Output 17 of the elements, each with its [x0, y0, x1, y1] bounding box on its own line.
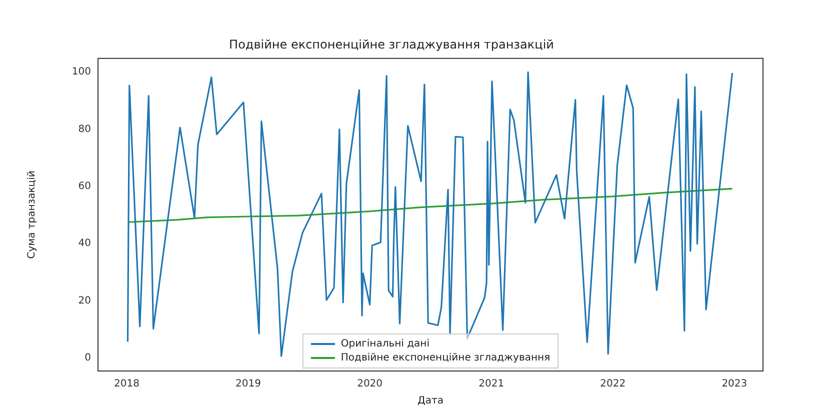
legend-label: Подвійне експоненційне згладжування [340, 352, 550, 364]
y-tick-label: 80 [78, 124, 91, 135]
x-tick-label: 2022 [600, 378, 626, 390]
y-tick-label: 100 [72, 66, 91, 78]
x-tick-label: 2018 [114, 378, 140, 390]
x-tick-label: 2019 [236, 378, 261, 390]
y-axis-title: Сума транзакцій [26, 170, 38, 259]
y-tick-label: 60 [78, 181, 91, 192]
y-tick-label: 0 [84, 352, 91, 364]
x-axis-title: Дата [418, 396, 444, 407]
y-tick-label: 20 [78, 295, 91, 306]
y-tick-label: 40 [78, 238, 91, 250]
legend-label: Оригінальні дані [340, 338, 430, 350]
x-tick-label: 2021 [478, 378, 504, 390]
chart-title: Подвійне експоненційне згладжування транзакцій [229, 37, 554, 52]
x-tick-label: 2020 [357, 378, 383, 390]
x-tick-label: 2023 [722, 378, 748, 390]
